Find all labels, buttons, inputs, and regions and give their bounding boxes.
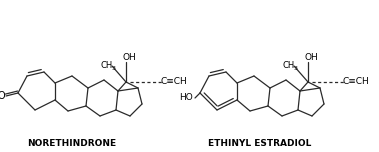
Text: NORETHINDRONE: NORETHINDRONE: [27, 138, 117, 147]
Text: CH: CH: [283, 60, 295, 69]
Text: 3: 3: [111, 66, 116, 71]
Text: C≡CH: C≡CH: [343, 78, 370, 86]
Text: C≡CH: C≡CH: [161, 78, 187, 86]
Text: ETHINYL ESTRADIOL: ETHINYL ESTRADIOL: [208, 138, 312, 147]
Text: O: O: [0, 91, 5, 101]
Text: OH: OH: [122, 54, 136, 62]
Text: 3: 3: [293, 66, 298, 71]
Text: OH: OH: [304, 54, 318, 62]
Text: CH: CH: [101, 60, 113, 69]
Text: HO: HO: [179, 93, 193, 102]
